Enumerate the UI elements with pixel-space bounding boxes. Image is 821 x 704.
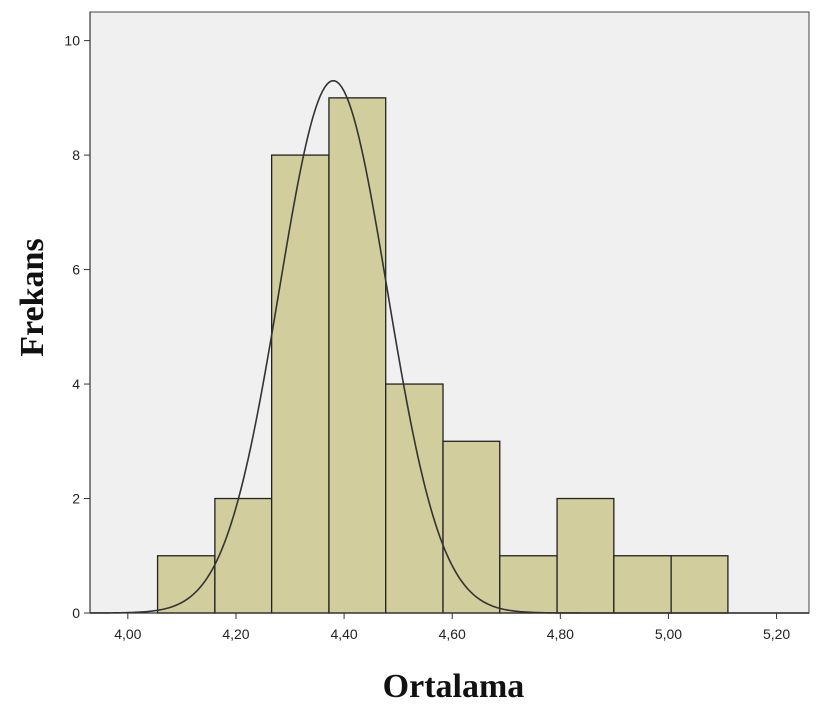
histogram-bar-1 <box>156 555 216 614</box>
bars-layer <box>156 97 729 614</box>
x-tick-label: 4,00 <box>114 626 141 642</box>
histogram-bar-4 <box>328 97 387 614</box>
x-tick-label: 5,20 <box>763 626 790 642</box>
x-axis-title: Ortalama <box>383 668 525 704</box>
x-tick-label: 4,20 <box>222 626 249 642</box>
x-tick-label: 4,80 <box>547 626 574 642</box>
y-tick-label: 0 <box>72 605 80 621</box>
histogram-bar-9 <box>613 555 672 614</box>
histogram-bar-3 <box>270 154 330 614</box>
axes-layer: 4,00 4,20 4,40 4,60 4,80 5,00 5,20 0 2 4 6 8 10 <box>64 12 809 642</box>
y-tick-label: 2 <box>72 491 80 507</box>
y-tick-label: 8 <box>72 147 80 163</box>
histogram-bar-5 <box>385 383 444 614</box>
histogram-bar-7 <box>499 555 558 614</box>
y-tick-label: 6 <box>72 262 80 278</box>
x-tick-label: 4,60 <box>439 626 466 642</box>
y-tick-label: 10 <box>64 33 80 49</box>
y-axis-title: Frekans <box>14 238 51 356</box>
x-tick-label: 4,40 <box>330 626 357 642</box>
histogram-bar-10 <box>670 555 729 614</box>
histogram-bar-2 <box>214 497 273 614</box>
histogram-bar-6 <box>442 440 501 614</box>
y-tick-label: 4 <box>72 376 80 392</box>
histogram-bar-8 <box>556 497 615 614</box>
x-tick-label: 5,00 <box>655 626 682 642</box>
